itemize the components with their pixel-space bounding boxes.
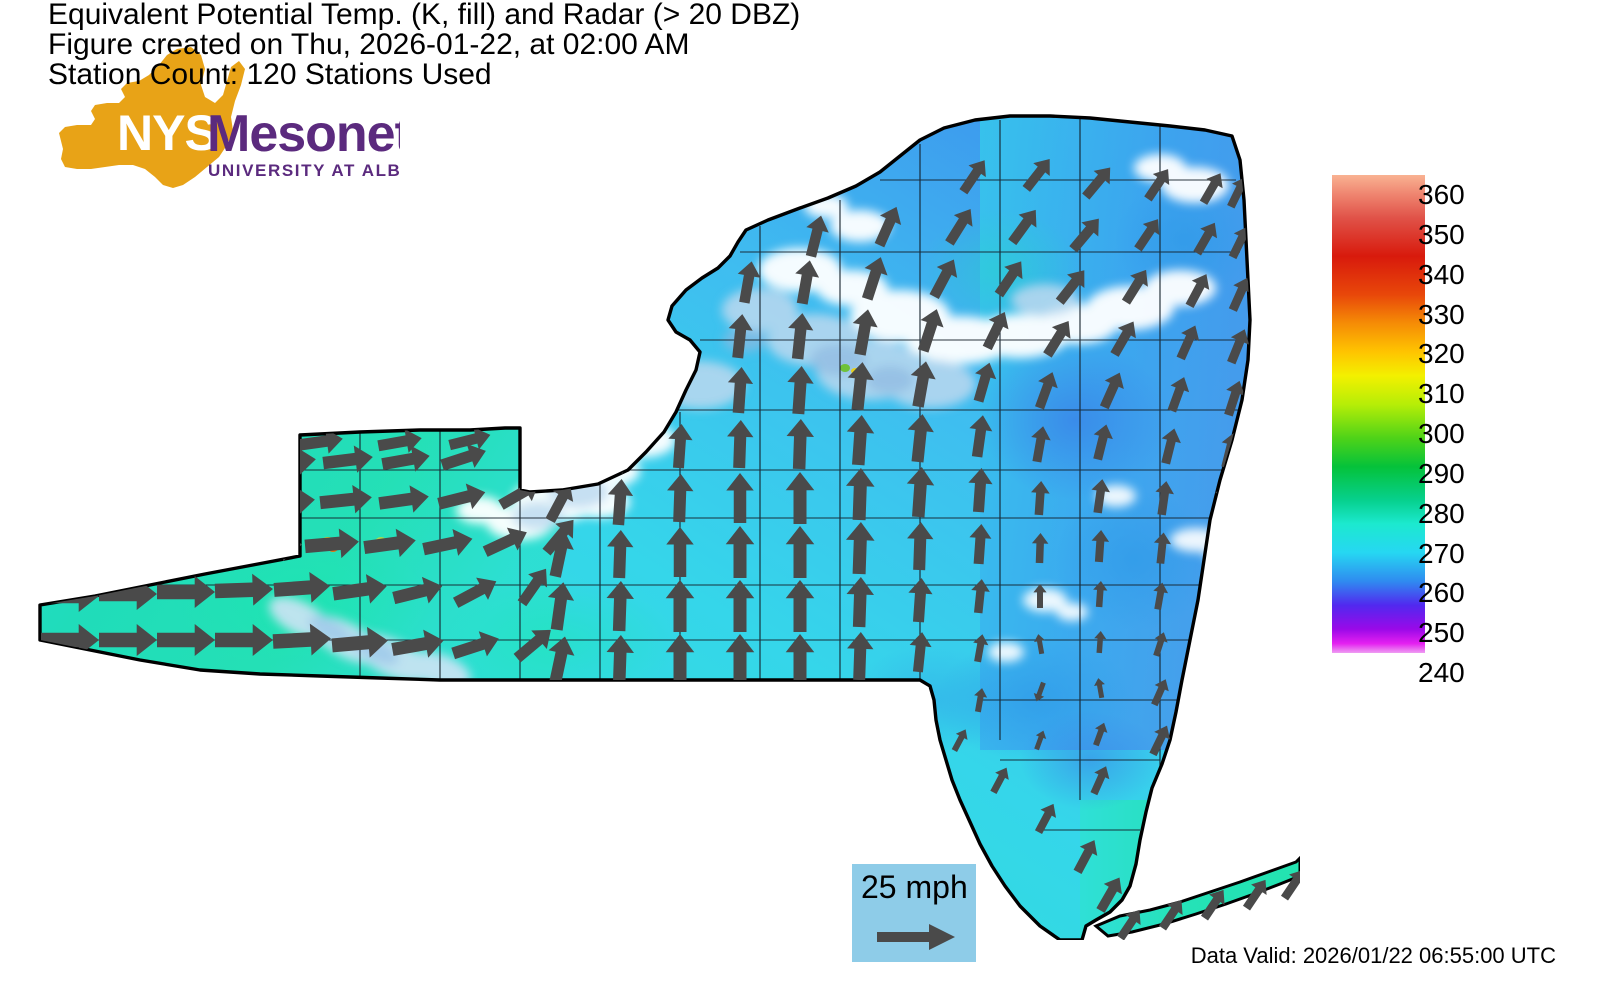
caption-line-station-count: Station Count: 120 Stations Used bbox=[48, 58, 492, 91]
colorbar-tick-300: 300 bbox=[1418, 418, 1465, 449]
colorbar-tick-330: 330 bbox=[1418, 299, 1465, 330]
colorbar-tick-270: 270 bbox=[1418, 538, 1465, 569]
map-panel bbox=[0, 40, 1300, 940]
wind-scale-legend: 25 mph bbox=[852, 864, 976, 962]
colorbar-tick-320: 320 bbox=[1418, 338, 1465, 369]
long-island-wind-arrows bbox=[1116, 869, 1300, 940]
colorbar-gradient bbox=[1332, 175, 1425, 653]
colorbar bbox=[1332, 175, 1425, 653]
wind-scale-arrow-icon bbox=[877, 924, 955, 950]
caption-block: Equivalent Potential Temp. (K, fill) and… bbox=[48, 0, 1028, 90]
colorbar-tick-240: 240 bbox=[1418, 657, 1465, 688]
caption-line-title: Equivalent Potential Temp. (K, fill) and… bbox=[48, 0, 801, 31]
data-valid-timestamp: Data Valid: 2026/01/22 06:55:00 UTC bbox=[1190, 943, 1556, 968]
wind-scale-label: 25 mph bbox=[861, 869, 968, 905]
state-outline bbox=[38, 114, 1252, 940]
logo-mesonet-text: Mesonet bbox=[207, 105, 400, 163]
wind-arrow-field bbox=[41, 159, 1250, 913]
logo-subtitle-text: UNIVERSITY AT ALBANY bbox=[208, 161, 400, 180]
logo-nys-text: NYS bbox=[117, 105, 217, 161]
colorbar-tick-360: 360 bbox=[1418, 179, 1465, 210]
colorbar-tick-250: 250 bbox=[1418, 617, 1465, 648]
logo-svg: NYS Mesonet UNIVERSITY AT ALBANY bbox=[59, 47, 400, 188]
caption-line-created: Figure created on Thu, 2026-01-22, at 02… bbox=[48, 28, 690, 61]
map-svg bbox=[38, 114, 1300, 940]
county-boundaries-layer bbox=[40, 118, 1248, 831]
colorbar-tick-260: 260 bbox=[1418, 577, 1465, 608]
new-york-state-silhouette-icon bbox=[59, 47, 245, 188]
colorbar-tick-310: 310 bbox=[1418, 378, 1465, 409]
colorbar-tick-labels: 360 350 340 330 320 310 300 290 280 270 260 250 240 bbox=[1418, 175, 1548, 687]
colorbar-tick-280: 280 bbox=[1418, 498, 1465, 529]
colorbar-tick-350: 350 bbox=[1418, 219, 1465, 250]
colorbar-tick-290: 290 bbox=[1418, 458, 1465, 489]
colorbar-tick-340: 340 bbox=[1418, 259, 1465, 290]
nys-mesonet-logo: NYS Mesonet UNIVERSITY AT ALBANY bbox=[55, 45, 400, 190]
